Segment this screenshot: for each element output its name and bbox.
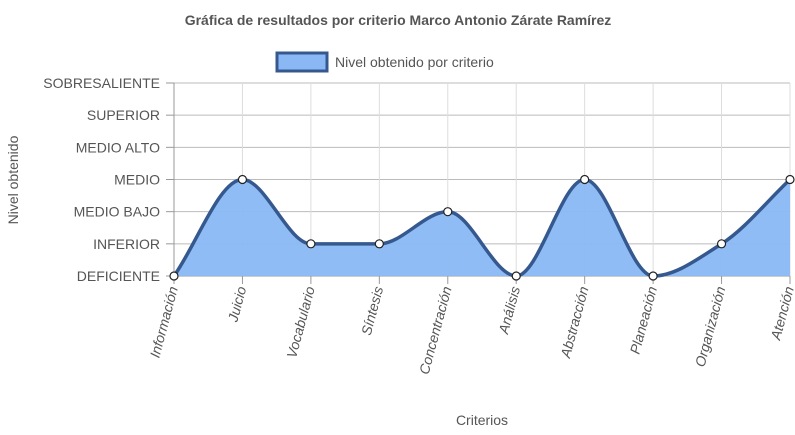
y-tick-label: MEDIO BAJO	[74, 204, 160, 220]
x-tick-label: Concentración	[416, 284, 455, 376]
chart-title: Gráfica de resultados por criterio Marco…	[185, 12, 612, 28]
data-point	[374, 239, 384, 249]
y-tick-labels: DEFICIENTE INFERIOR MEDIO BAJO MEDIO MEDIO A…	[43, 75, 160, 284]
y-tick-label: MEDIO	[114, 172, 160, 188]
x-tick-label: Abstracción	[557, 284, 592, 360]
y-tick-label: SOBRESALIENTE	[43, 75, 160, 91]
data-point	[785, 174, 795, 185]
y-tick-label: MEDIO ALTO	[76, 139, 160, 155]
y-tick-label: SUPERIOR	[87, 107, 160, 123]
data-point	[511, 271, 521, 281]
data-point	[580, 174, 590, 185]
legend[interactable]: Nivel obtenido por criterio	[275, 51, 494, 73]
x-tick-labels: Información Juicio Vocabulario Síntesis Conc…	[147, 284, 795, 376]
x-tick-label: Juicio	[224, 284, 249, 324]
x-tick-label: Atención	[767, 284, 795, 342]
data-point	[648, 271, 658, 281]
x-tick-label: Síntesis	[358, 285, 386, 337]
x-axis-title: Criterios	[456, 412, 508, 428]
x-tick-label: Organización	[692, 284, 729, 368]
data-point	[716, 239, 727, 249]
x-tick-label: Planeación	[627, 284, 660, 355]
data-point	[306, 239, 316, 249]
y-axis-title: Nivel obtenido	[5, 135, 21, 224]
x-tick-label: Análisis	[495, 285, 523, 337]
series-line	[172, 177, 792, 278]
data-points	[169, 174, 795, 281]
x-tick-label: Información	[147, 284, 181, 359]
y-tick-label: DEFICIENTE	[77, 268, 160, 284]
series-area	[174, 179, 790, 276]
legend-label: Nivel obtenido por criterio	[335, 54, 494, 70]
y-tick-label: INFERIOR	[93, 236, 160, 252]
data-point	[443, 207, 453, 217]
legend-swatch	[275, 51, 329, 73]
data-point	[237, 174, 248, 185]
x-tick-label: Vocabulario	[283, 284, 318, 359]
data-point	[169, 271, 179, 281]
